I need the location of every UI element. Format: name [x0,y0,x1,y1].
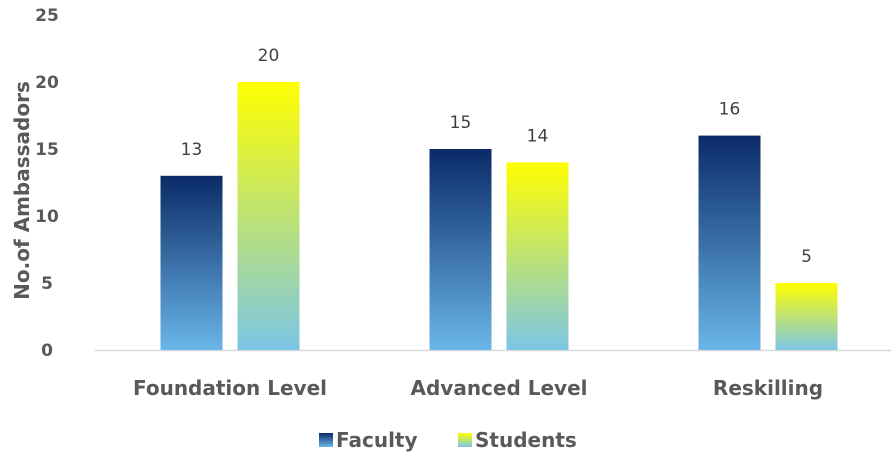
y-tick-label: 20 [35,73,59,93]
data-label: 20 [258,46,280,66]
bar-students-1 [237,82,300,350]
x-category-label: Reskilling [713,376,823,400]
legend-label-faculty: Faculty [336,428,418,452]
legend: Faculty Students [319,428,577,452]
y-tick-label: 15 [35,140,59,160]
bars-group [160,82,838,350]
bar-students-2 [506,162,569,350]
x-category-label: Foundation Level [133,376,327,400]
bar-faculty-1 [160,175,223,350]
bar-faculty-3 [698,135,761,350]
bar-students-3 [775,283,838,350]
data-labels-group: 13 20 15 14 16 5 [181,46,812,267]
bar-faculty-2 [429,149,492,350]
data-label: 5 [801,247,812,267]
legend-swatch-faculty [319,433,333,447]
data-label: 15 [450,113,472,133]
data-label: 14 [527,126,549,146]
legend-swatch-students [458,433,472,447]
data-label: 16 [719,100,741,120]
y-tick-label: 10 [35,207,59,227]
legend-label-students: Students [475,428,577,452]
y-tick-label: 0 [41,341,53,361]
y-axis-title: No.of Ambassadors [10,81,34,300]
data-label: 13 [181,140,203,160]
y-tick-label: 5 [41,274,53,294]
y-tick-label: 25 [35,6,59,26]
x-axis-category-labels: Foundation Level Advanced Level Reskilling [133,376,823,400]
y-axis-ticks: 0 5 10 15 20 25 [35,6,59,361]
x-category-label: Advanced Level [410,376,587,400]
